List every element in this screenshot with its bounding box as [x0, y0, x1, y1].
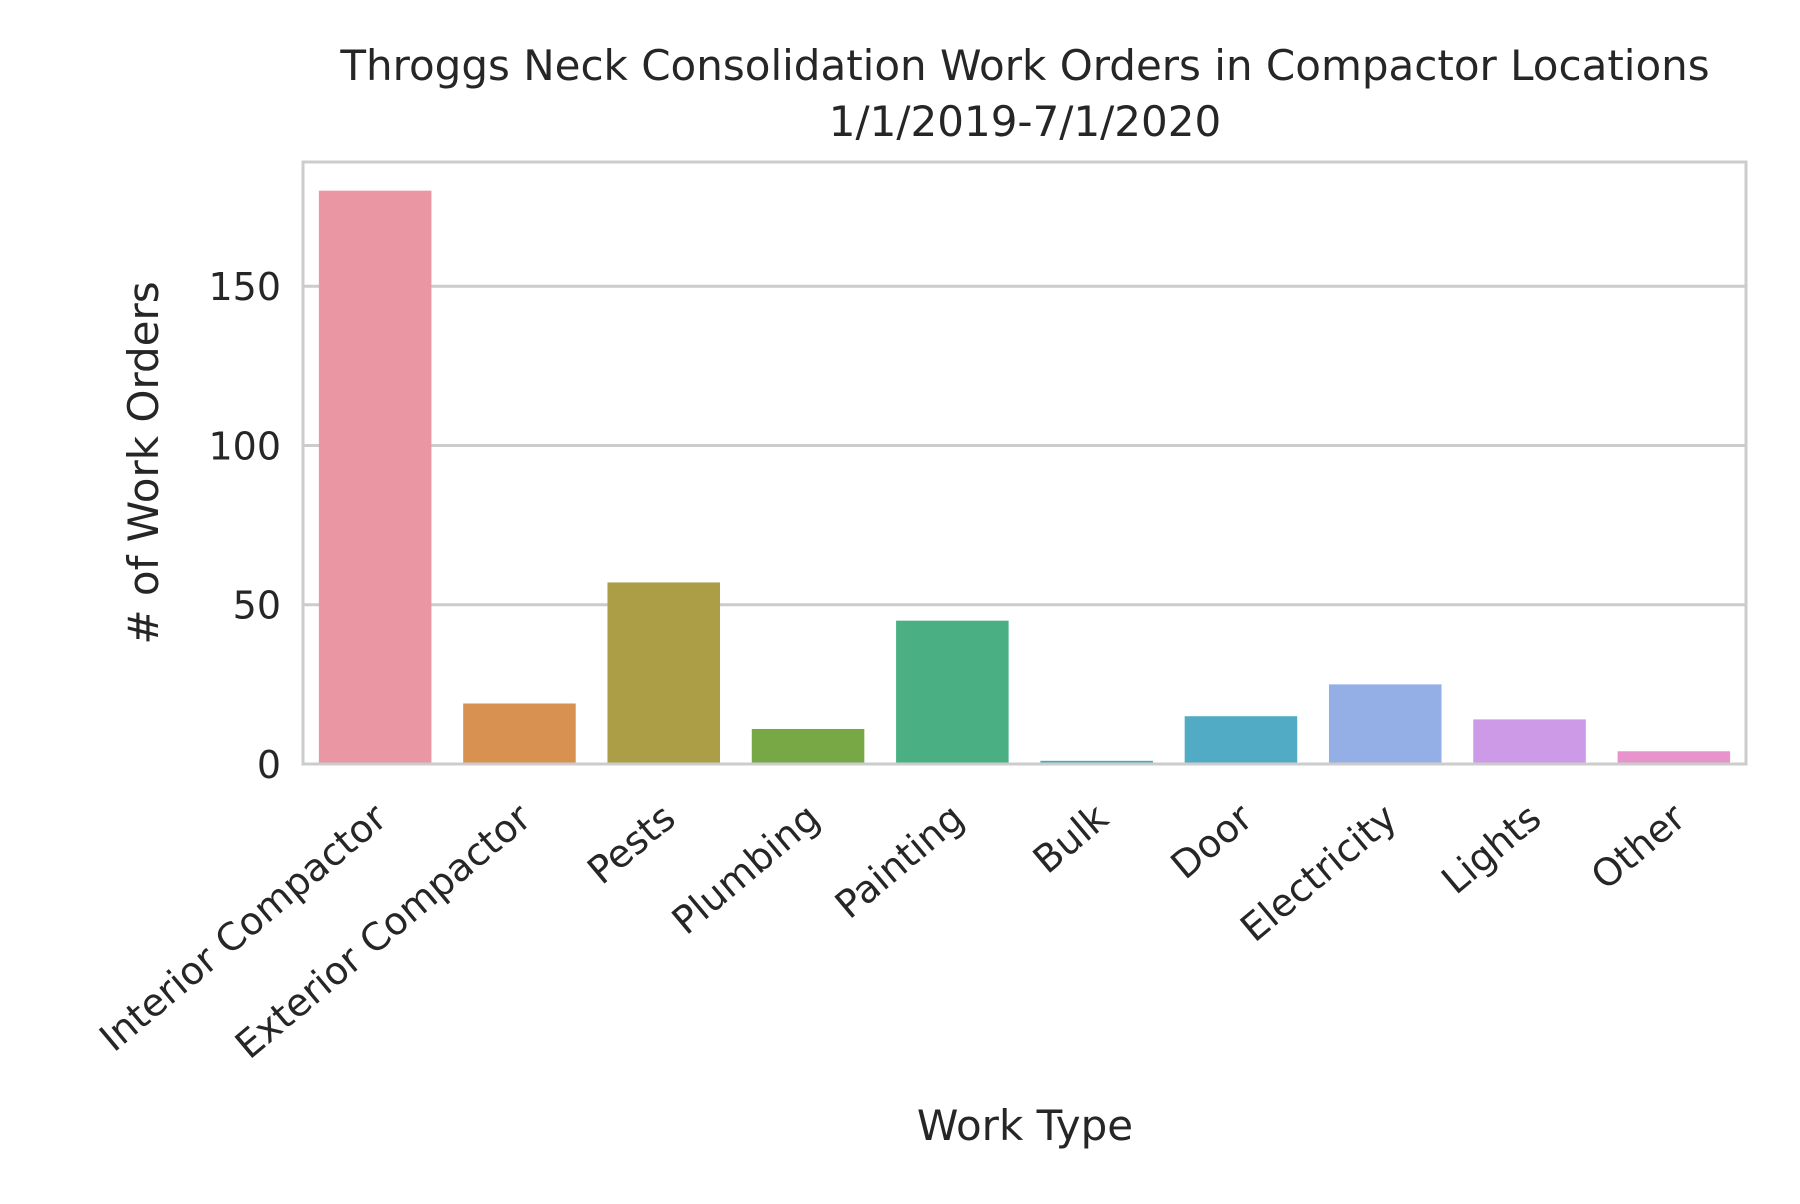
bars: [318, 190, 1731, 764]
y-tick-label: 150: [208, 265, 281, 309]
bar-electricity: [1328, 684, 1442, 764]
bar-lights: [1473, 719, 1586, 764]
bar-exterior-compactor: [463, 703, 576, 764]
bar-bulk: [1040, 760, 1153, 764]
y-tick-label: 0: [257, 743, 281, 787]
bar-other: [1617, 751, 1731, 764]
y-tick-label: 100: [208, 424, 281, 468]
bar-plumbing: [751, 728, 865, 764]
x-axis-label: Work Type: [917, 1101, 1133, 1150]
y-tick-label: 50: [233, 584, 281, 628]
bar-door: [1184, 716, 1298, 764]
plot-area: [303, 162, 1746, 764]
bar-painting: [896, 620, 1009, 764]
y-tick-labels: 0 50 100 150: [208, 265, 281, 787]
bar-interior-compactor: [318, 190, 432, 764]
y-axis-label: # of Work Orders: [119, 281, 168, 644]
bar-pests: [607, 582, 721, 764]
plot-frame: [301, 160, 1748, 766]
chart-subtitle: 1/1/2019-7/1/2020: [829, 97, 1221, 146]
chart-title: Throggs Neck Consolidation Work Orders i…: [339, 41, 1709, 90]
